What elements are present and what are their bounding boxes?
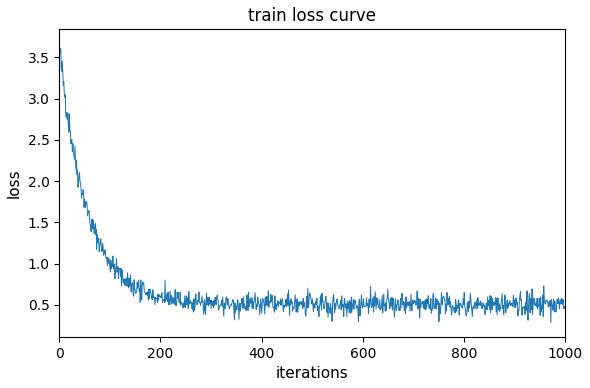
X-axis label: iterations: iterations [276, 366, 349, 381]
Y-axis label: loss: loss [7, 168, 22, 198]
Title: train loss curve: train loss curve [248, 7, 376, 25]
